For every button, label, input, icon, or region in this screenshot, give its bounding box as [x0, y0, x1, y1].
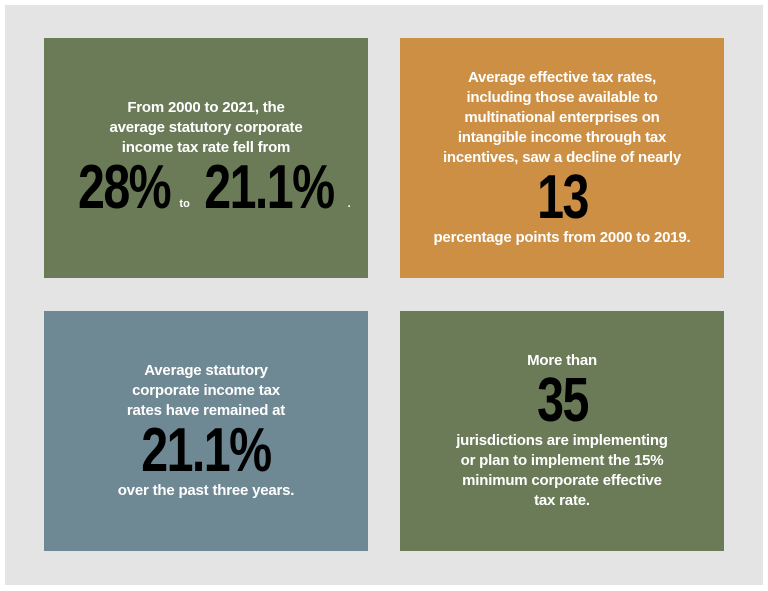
big-number: 13 [536, 163, 589, 232]
card-text: rates have remained at [126, 402, 286, 419]
card-text: percentage points from 2000 to 2019. [433, 229, 691, 246]
card-text: incentives, saw a decline of nearly [442, 149, 682, 166]
card-text: Average effective tax rates, [467, 69, 657, 86]
card-text: jurisdictions are implementing [456, 432, 668, 449]
card-text: minimum corporate effective [462, 472, 662, 489]
big-number: 28% [78, 153, 172, 222]
card-text: Average statutory [144, 362, 268, 379]
card-text: multinational enterprises on [464, 109, 660, 126]
big-number-row: 13 [530, 163, 595, 232]
stat-card: From 2000 to 2021, the average statutory … [44, 38, 368, 278]
card-text: average statutory corporate [109, 119, 303, 136]
big-number-row: 21.1% [123, 416, 289, 485]
big-number: 21.1% [204, 153, 335, 222]
card-text: corporate income tax [132, 382, 280, 399]
connector-text: to [179, 198, 190, 210]
card-text: or plan to implement the 15% [460, 452, 664, 469]
card-text: including those available to [466, 89, 658, 106]
card-text: income tax rate fell from [121, 139, 291, 156]
card-text: intangible income through tax [457, 129, 667, 146]
card-text: From 2000 to 2021, the [127, 99, 285, 116]
stat-card: Average statutory corporate income tax rat… [44, 311, 368, 551]
stat-card: More than 35 jurisdictions are implementin… [400, 311, 724, 551]
stat-card: Average effective tax rates, including th… [400, 38, 724, 278]
card-text: More than [527, 352, 597, 369]
big-number-row: 35 [530, 366, 595, 435]
card-text: tax rate. [534, 492, 590, 509]
card-text: over the past three years. [117, 482, 295, 499]
big-number: 21.1% [141, 416, 272, 485]
punctuation: . [347, 198, 351, 210]
big-number: 35 [536, 366, 589, 435]
big-number-row: 28% to 21.1%. [65, 153, 350, 222]
